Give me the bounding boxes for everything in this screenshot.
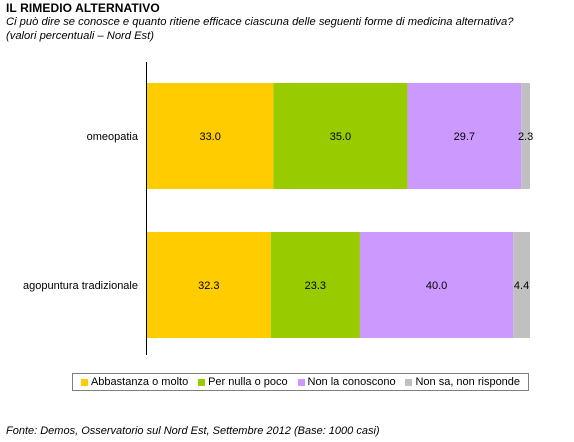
stacked-bar-chart: omeopatia 33.0 35.0 29.7 2.3 agopuntura tradi…: [23, 62, 533, 355]
legend-swatch: [198, 378, 206, 386]
data-label: 4.4: [514, 280, 529, 292]
subtitle-line-2: (valori percentuali – Nord Est): [6, 30, 154, 42]
data-label: 29.7: [454, 131, 475, 143]
category-label: omeopatia: [87, 131, 139, 143]
data-label: 2.3: [518, 131, 533, 143]
data-label: 23.3: [305, 280, 326, 292]
bar-segment: [521, 83, 530, 189]
bar-segment: [407, 83, 522, 189]
chart-title: IL RIMEDIO ALTERNATIVO: [6, 1, 160, 15]
bar-segment: [273, 83, 408, 189]
bar-segment: [513, 232, 530, 338]
labels-layer: omeopatia 33.0 35.0 29.7 2.3 agopuntura tradi…: [23, 131, 533, 292]
legend-label: Per nulla o poco: [208, 376, 288, 388]
chart-subtitle: Ci può dire se conosce e quanto ritiene …: [6, 15, 566, 43]
data-label: 32.3: [198, 280, 219, 292]
legend-item: Non la conoscono: [297, 376, 396, 388]
category-label: agopuntura tradizionale: [23, 280, 138, 292]
legend-swatch: [80, 378, 88, 386]
legend-label: Non sa, non risponde: [415, 376, 521, 388]
legend-swatch: [405, 378, 413, 386]
legend-label: Abbastanza o molto: [90, 376, 189, 388]
data-label: 40.0: [426, 280, 447, 292]
subtitle-line-1: Ci può dire se conosce e quanto ritiene …: [6, 16, 514, 28]
legend-item: Non sa, non risponde: [405, 376, 520, 388]
source-note: Fonte: Demos, Osservatorio sul Nord Est,…: [6, 425, 380, 437]
bar-segment: [270, 232, 360, 338]
bar-segment: [359, 232, 514, 338]
data-label: 33.0: [199, 131, 220, 143]
data-label: 35.0: [330, 131, 351, 143]
legend-item: Abbastanza o molto: [80, 376, 189, 388]
legend-label: Non la conoscono: [307, 376, 396, 388]
legend-item: Per nulla o poco: [198, 376, 288, 388]
bar-segment: [147, 83, 274, 189]
chart-legend: Abbastanza o molto Per nulla o poco Non la…: [72, 373, 529, 391]
bars-layer: [147, 83, 530, 338]
legend-swatch: [297, 378, 305, 386]
bar-segment: [147, 232, 271, 338]
